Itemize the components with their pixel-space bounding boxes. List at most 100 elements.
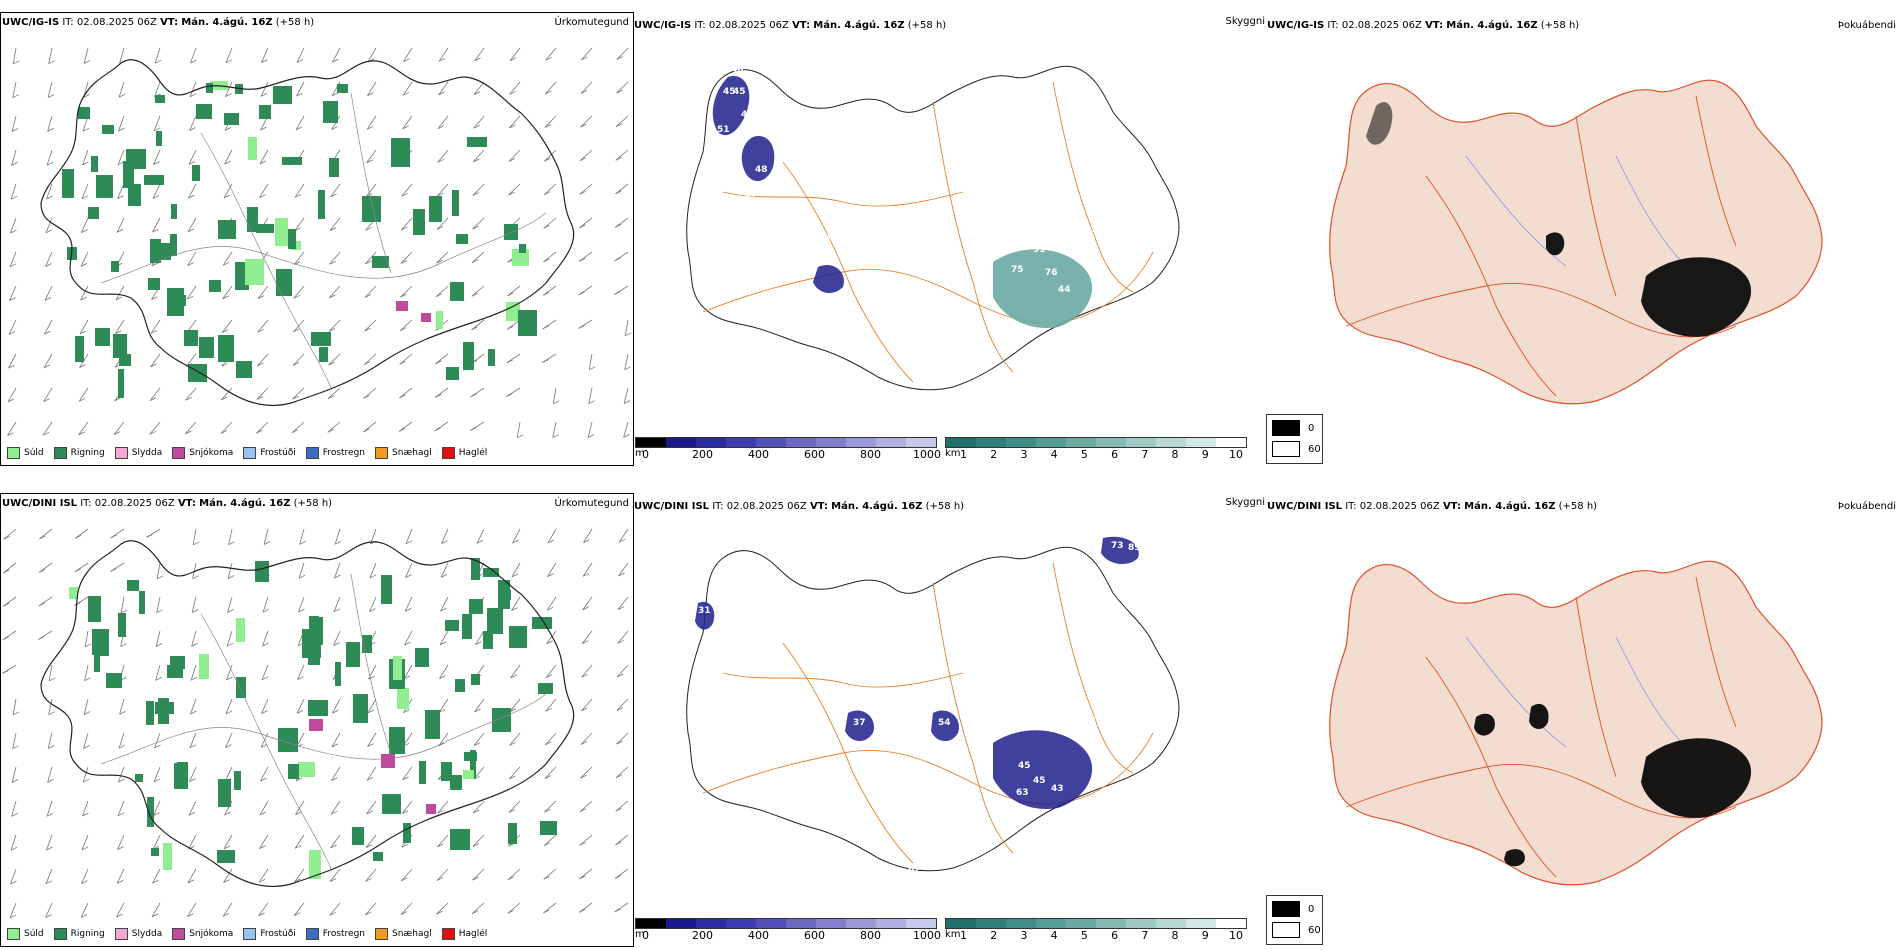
precip-cell bbox=[288, 229, 296, 249]
wind-barb bbox=[434, 387, 449, 398]
wind-barb bbox=[262, 630, 269, 647]
precip-cell bbox=[236, 677, 246, 698]
wind-barb-feather bbox=[188, 161, 196, 165]
colorbar-segment bbox=[1216, 438, 1246, 447]
precip-cell bbox=[235, 84, 243, 94]
wind-barb bbox=[153, 149, 161, 165]
wind-barb-feather bbox=[260, 777, 267, 782]
wind-barb bbox=[152, 217, 161, 233]
wind-barb-feather bbox=[588, 400, 595, 405]
wind-barb bbox=[220, 421, 233, 434]
wind-barb-feather bbox=[401, 810, 409, 814]
wind-barb bbox=[185, 387, 197, 401]
wind-barb bbox=[9, 285, 17, 301]
wind-barb bbox=[117, 149, 125, 165]
wind-barb-feather bbox=[471, 326, 478, 331]
wind-barb bbox=[400, 285, 413, 298]
wind-barb bbox=[295, 800, 305, 815]
wind-barb bbox=[543, 902, 557, 914]
wind-barb bbox=[292, 387, 305, 400]
wind-barb-feather bbox=[331, 92, 339, 97]
wind-barb-feather bbox=[79, 330, 87, 335]
wind-barb-feather bbox=[7, 398, 15, 403]
wind-barb-feather bbox=[10, 846, 18, 851]
cloud-base-label: 50 bbox=[753, 125, 766, 135]
wind-barb bbox=[190, 664, 197, 681]
wind-barb-feather bbox=[615, 774, 623, 779]
wind-barb-feather bbox=[329, 260, 336, 265]
wind-barb-feather bbox=[614, 875, 622, 879]
colorbar-tick-label: 6 bbox=[1111, 448, 1119, 461]
wind-barb-feather bbox=[404, 608, 412, 612]
wind-barb-feather bbox=[614, 257, 621, 262]
wind-barb-feather bbox=[616, 89, 623, 94]
precip-cell bbox=[96, 175, 113, 198]
wind-barb-feather bbox=[12, 94, 19, 99]
wind-barb bbox=[291, 421, 305, 433]
wind-barb bbox=[401, 868, 413, 882]
colorbar-segment bbox=[846, 919, 876, 928]
cloud-base-label: 54 bbox=[938, 718, 951, 728]
wind-barb bbox=[222, 902, 233, 917]
precip-cell bbox=[69, 587, 78, 599]
precip-cell bbox=[234, 771, 241, 790]
colorbar-tick-label: 10 bbox=[1229, 929, 1243, 942]
wind-barb-feather bbox=[435, 360, 442, 365]
wind-barb bbox=[367, 47, 377, 63]
wind-barb bbox=[327, 387, 341, 399]
wind-barb-feather bbox=[82, 812, 89, 817]
wind-barb bbox=[222, 285, 233, 300]
wind-barb-feather bbox=[296, 92, 303, 97]
wind-barb-feather bbox=[476, 540, 484, 544]
wind-barb-feather bbox=[435, 293, 443, 298]
wind-barb-feather bbox=[581, 707, 588, 712]
wind-barb-feather bbox=[405, 540, 413, 545]
wind-barb bbox=[401, 800, 413, 814]
cloud-base-label: 67 bbox=[908, 864, 921, 874]
wind-barb-feather bbox=[292, 395, 299, 400]
precip-cell bbox=[144, 175, 164, 185]
precip-cell bbox=[75, 336, 84, 362]
wind-barb-feather bbox=[617, 606, 625, 610]
wind-barb-feather bbox=[616, 707, 624, 711]
wind-barb-feather bbox=[81, 846, 89, 851]
precip-cell bbox=[188, 364, 207, 382]
wind-barb-feather bbox=[331, 126, 338, 130]
precip-cell bbox=[158, 698, 169, 724]
precip-cell bbox=[218, 779, 231, 807]
wind-barb bbox=[440, 596, 449, 612]
cloud-base-label: 45 bbox=[1018, 761, 1031, 771]
wind-barb bbox=[508, 149, 521, 162]
wind-barb bbox=[369, 596, 377, 612]
wind-barb bbox=[8, 353, 17, 369]
precip-cell bbox=[248, 137, 257, 160]
wind-barb-feather bbox=[366, 125, 374, 130]
wind-barb bbox=[258, 868, 269, 883]
precip-cell bbox=[311, 332, 331, 346]
wind-barb-feather bbox=[262, 608, 270, 613]
legend-item: Rigning bbox=[53, 447, 105, 459]
wind-barb bbox=[74, 528, 89, 539]
wind-barb bbox=[3, 528, 17, 540]
wind-barb bbox=[151, 902, 161, 918]
swatch bbox=[7, 447, 20, 459]
wind-barb-feather bbox=[543, 224, 550, 229]
wind-barb-feather bbox=[436, 226, 444, 230]
wind-barb-feather bbox=[11, 162, 18, 166]
colorbar-segment bbox=[876, 438, 906, 447]
wind-barb-feather bbox=[544, 808, 551, 813]
wind-barb-feather bbox=[74, 568, 81, 573]
wind-barb bbox=[257, 319, 269, 333]
wind-barb bbox=[47, 766, 53, 783]
wind-barb-feather bbox=[615, 807, 622, 812]
precip-cell bbox=[329, 158, 339, 177]
wind-barb-feather bbox=[402, 125, 409, 130]
wind-barb-feather bbox=[367, 92, 374, 96]
wind-barb-feather bbox=[79, 364, 86, 368]
wind-barb bbox=[438, 81, 449, 96]
wind-barb-feather bbox=[510, 674, 517, 679]
wind-barb bbox=[402, 115, 413, 130]
wind-barb bbox=[510, 664, 521, 679]
wind-barb bbox=[152, 868, 161, 884]
wind-barb bbox=[259, 834, 269, 849]
